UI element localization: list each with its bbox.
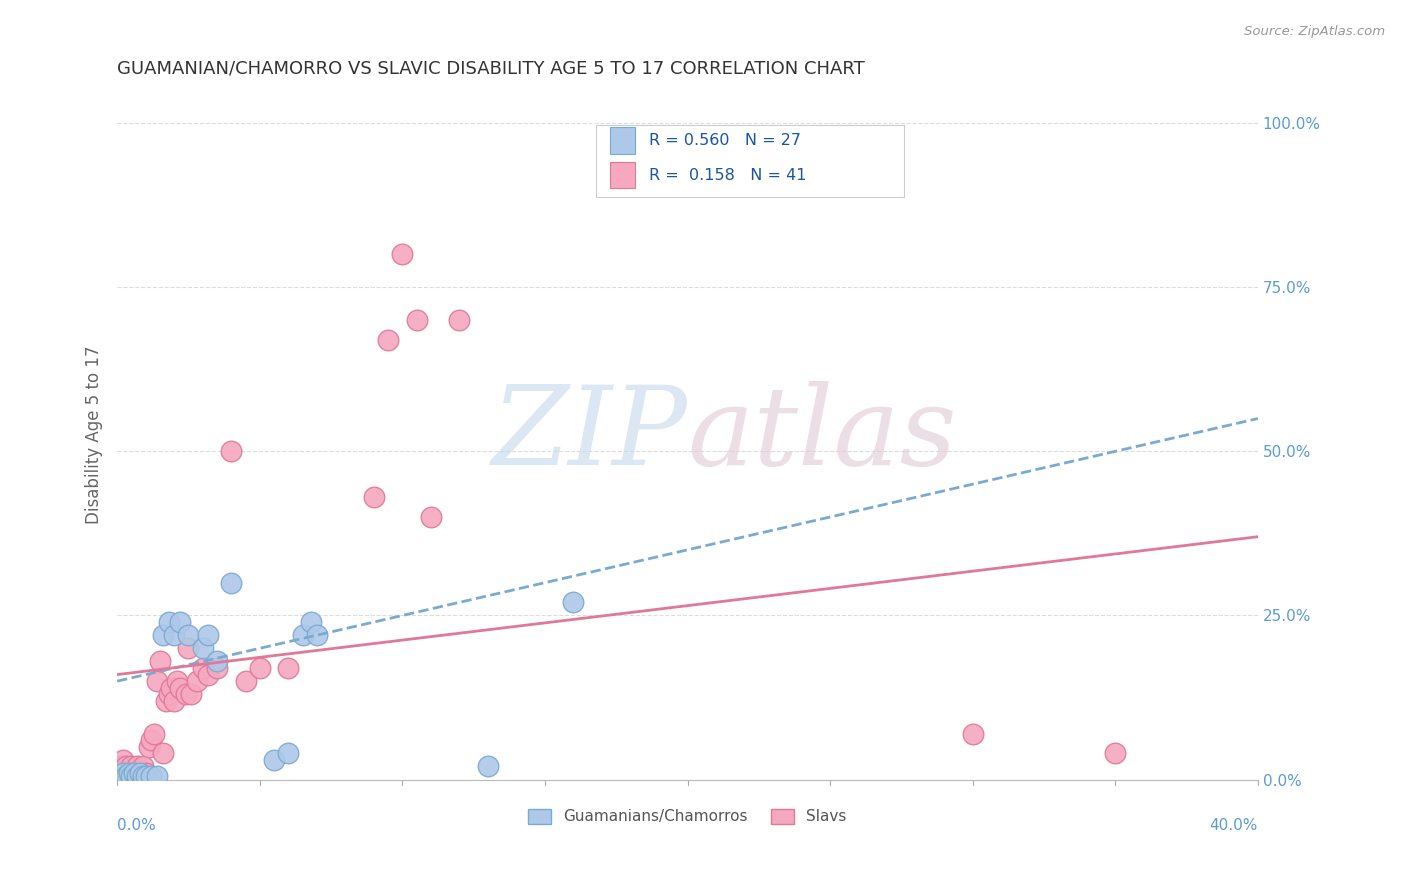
Text: R =  0.158   N = 41: R = 0.158 N = 41: [648, 168, 806, 183]
Point: [219, 444, 242, 458]
Point: [108, 759, 131, 773]
Point: [114, 769, 136, 783]
Point: [141, 769, 163, 783]
Point: [277, 747, 299, 761]
Point: [124, 766, 146, 780]
Point: [205, 661, 228, 675]
Point: [138, 739, 160, 754]
Point: [146, 769, 169, 783]
Point: [405, 313, 427, 327]
Point: [169, 681, 191, 695]
Point: [219, 575, 242, 590]
Text: 40.0%: 40.0%: [1209, 818, 1258, 832]
Y-axis label: Disability Age 5 to 17: Disability Age 5 to 17: [86, 346, 103, 524]
Point: [127, 759, 149, 773]
Point: [132, 759, 155, 773]
Point: [124, 766, 146, 780]
Point: [155, 694, 177, 708]
Point: [235, 674, 257, 689]
Point: [180, 687, 202, 701]
Point: [197, 667, 219, 681]
Point: [114, 759, 136, 773]
Point: [146, 674, 169, 689]
Point: [120, 759, 142, 773]
Point: [111, 766, 134, 780]
Text: Source: ZipAtlas.com: Source: ZipAtlas.com: [1244, 25, 1385, 38]
Point: [249, 661, 271, 675]
FancyBboxPatch shape: [596, 125, 904, 197]
Point: [562, 595, 585, 609]
Point: [1104, 747, 1126, 761]
Point: [132, 769, 155, 783]
Point: [152, 747, 174, 761]
Point: [169, 615, 191, 629]
Point: [160, 681, 183, 695]
Point: [277, 661, 299, 675]
Point: [391, 247, 413, 261]
FancyBboxPatch shape: [610, 128, 636, 153]
Point: [177, 628, 200, 642]
Point: [135, 769, 157, 783]
Point: [117, 766, 139, 780]
Point: [305, 628, 328, 642]
Point: [263, 753, 285, 767]
Point: [419, 510, 441, 524]
Point: [363, 491, 385, 505]
Point: [177, 641, 200, 656]
Point: [117, 766, 139, 780]
Point: [127, 769, 149, 783]
Point: [174, 687, 197, 701]
Point: [186, 674, 208, 689]
Point: [129, 766, 152, 780]
Point: [477, 759, 499, 773]
Text: GUAMANIAN/CHAMORRO VS SLAVIC DISABILITY AGE 5 TO 17 CORRELATION CHART: GUAMANIAN/CHAMORRO VS SLAVIC DISABILITY …: [117, 60, 865, 78]
FancyBboxPatch shape: [610, 162, 636, 188]
Text: R = 0.560   N = 27: R = 0.560 N = 27: [648, 133, 801, 148]
Point: [299, 615, 322, 629]
Text: 0.0%: 0.0%: [117, 818, 156, 832]
Point: [111, 753, 134, 767]
Point: [163, 628, 186, 642]
Text: atlas: atlas: [688, 381, 957, 489]
Point: [197, 628, 219, 642]
Point: [449, 313, 471, 327]
Point: [157, 615, 180, 629]
Point: [163, 694, 186, 708]
Point: [377, 333, 399, 347]
Point: [135, 766, 157, 780]
Text: ZIP: ZIP: [492, 381, 688, 489]
Point: [191, 641, 214, 656]
Point: [149, 655, 172, 669]
Point: [166, 674, 188, 689]
Legend: Guamanians/Chamorros, Slavs: Guamanians/Chamorros, Slavs: [523, 803, 852, 830]
Point: [141, 733, 163, 747]
Point: [120, 769, 142, 783]
Point: [152, 628, 174, 642]
Point: [291, 628, 314, 642]
Point: [191, 661, 214, 675]
Point: [962, 726, 984, 740]
Point: [157, 687, 180, 701]
Point: [143, 726, 166, 740]
Point: [205, 655, 228, 669]
Point: [129, 766, 152, 780]
